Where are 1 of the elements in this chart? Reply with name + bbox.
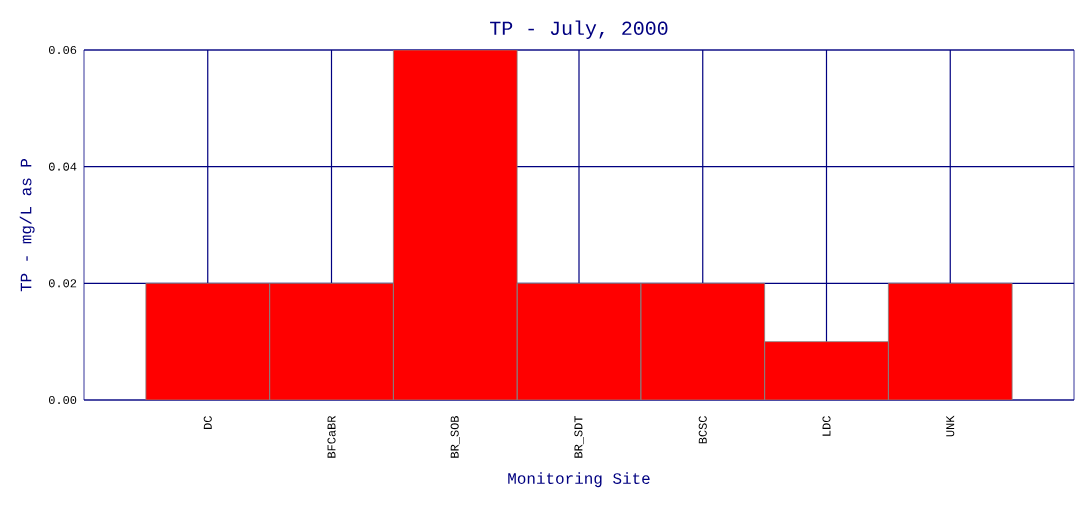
chart-title: TP - July, 2000 [490,20,668,39]
